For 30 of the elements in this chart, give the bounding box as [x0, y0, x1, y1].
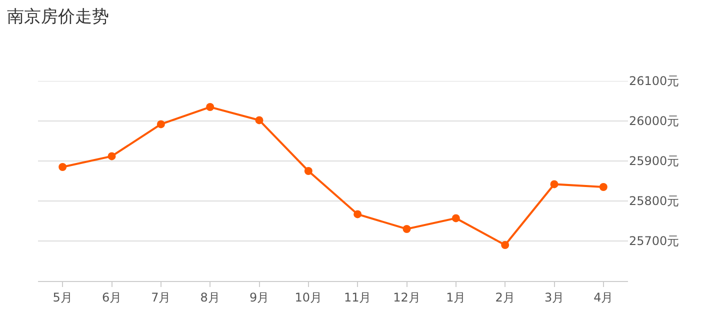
x-tick-label: 9月	[249, 290, 270, 304]
y-tick-label: 26100元	[629, 74, 680, 88]
point	[402, 225, 411, 233]
x-tick-label: 6月	[102, 290, 122, 304]
y-tick-label: 25900元	[629, 154, 680, 168]
point	[156, 120, 165, 128]
point	[452, 214, 460, 222]
x-tick-label: 8月	[200, 290, 220, 304]
point	[255, 116, 264, 124]
point	[206, 103, 214, 111]
point	[58, 163, 67, 171]
point	[550, 180, 558, 188]
chart-title: 南京房价走势	[7, 6, 110, 27]
point	[501, 241, 510, 249]
point	[108, 152, 116, 160]
y-tick-label: 25800元	[629, 194, 680, 208]
x-tick-label: 5月	[52, 290, 72, 304]
x-tick-label: 4月	[594, 290, 614, 304]
x-tick-label: 1月	[446, 290, 466, 304]
x-tick-label: 12月	[393, 290, 420, 304]
y-tick-label: 25700元	[629, 234, 680, 248]
point	[304, 167, 312, 175]
y-tick-label: 26000元	[629, 114, 680, 128]
x-tick-label: 3月	[544, 290, 564, 304]
x-tick-label: 11月	[344, 290, 372, 304]
x-tick-label: 2月	[495, 290, 515, 304]
x-tick-label: 10月	[294, 290, 322, 304]
point	[354, 210, 362, 218]
x-tick-label: 7月	[151, 290, 171, 304]
point	[599, 183, 608, 191]
